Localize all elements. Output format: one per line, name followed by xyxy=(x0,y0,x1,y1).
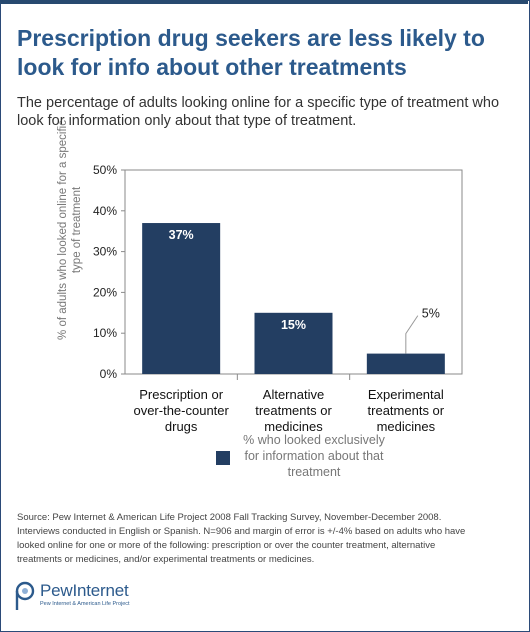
source-line: Interviews conducted in English or Spani… xyxy=(17,526,466,537)
top-bar xyxy=(0,0,528,4)
bar-chart: 0% 10% 20% 30% 40% 50% % of adults who looked … xyxy=(57,120,463,479)
legend-label: treatment xyxy=(288,465,341,479)
source-note: Source: Pew Internet & American Life Pro… xyxy=(17,511,517,567)
y-tick-label: 0% xyxy=(100,367,118,381)
bar xyxy=(366,353,445,374)
x-tick-label: medicines xyxy=(264,419,323,434)
x-tick-label: Experimental xyxy=(368,387,444,402)
y-axis-label: % of adults who looked online for a spec… xyxy=(57,120,83,340)
legend-label: for information about that xyxy=(245,449,384,463)
x-tick-label: Alternative xyxy=(263,387,324,402)
y-tick-label: 20% xyxy=(93,285,117,299)
y-tick-label: 40% xyxy=(93,204,117,218)
pew-internet-logo: PewInternet Pew Internet & American Life… xyxy=(14,581,214,611)
logo-tagline: Pew Internet & American Life Project xyxy=(40,601,130,607)
source-line: treatments or medicines, and/or experime… xyxy=(17,554,315,565)
data-label: 5% xyxy=(422,307,440,321)
source-line: Source: Pew Internet & American Life Pro… xyxy=(17,512,442,523)
bar xyxy=(142,223,221,374)
data-label: 37% xyxy=(169,228,194,242)
data-label-leader xyxy=(405,315,419,354)
x-tick-label: treatments or xyxy=(255,403,332,418)
y-tick-label: 30% xyxy=(93,245,117,259)
x-tick-label: Prescription or xyxy=(139,387,223,402)
y-tick-label: 10% xyxy=(93,326,117,340)
legend-swatch xyxy=(216,451,230,465)
x-tick-label: medicines xyxy=(377,419,436,434)
x-tick-label: treatments or xyxy=(368,403,445,418)
x-tick-label: over-the-counter xyxy=(133,403,229,418)
logo-wordmark: PewInternet xyxy=(40,581,129,600)
bar xyxy=(254,312,333,374)
pew-logo-icon xyxy=(15,581,35,610)
x-tick-label: drugs xyxy=(165,419,198,434)
data-label: 15% xyxy=(281,318,306,332)
chart-title: Prescription drug seekers are less likel… xyxy=(17,25,485,80)
source-line: looked online for one or more of the fol… xyxy=(17,540,436,551)
chart-subtitle: The percentage of adults looking online … xyxy=(17,95,500,129)
legend-label: % who looked exclusively xyxy=(243,433,385,447)
y-tick-label: 50% xyxy=(93,163,117,177)
